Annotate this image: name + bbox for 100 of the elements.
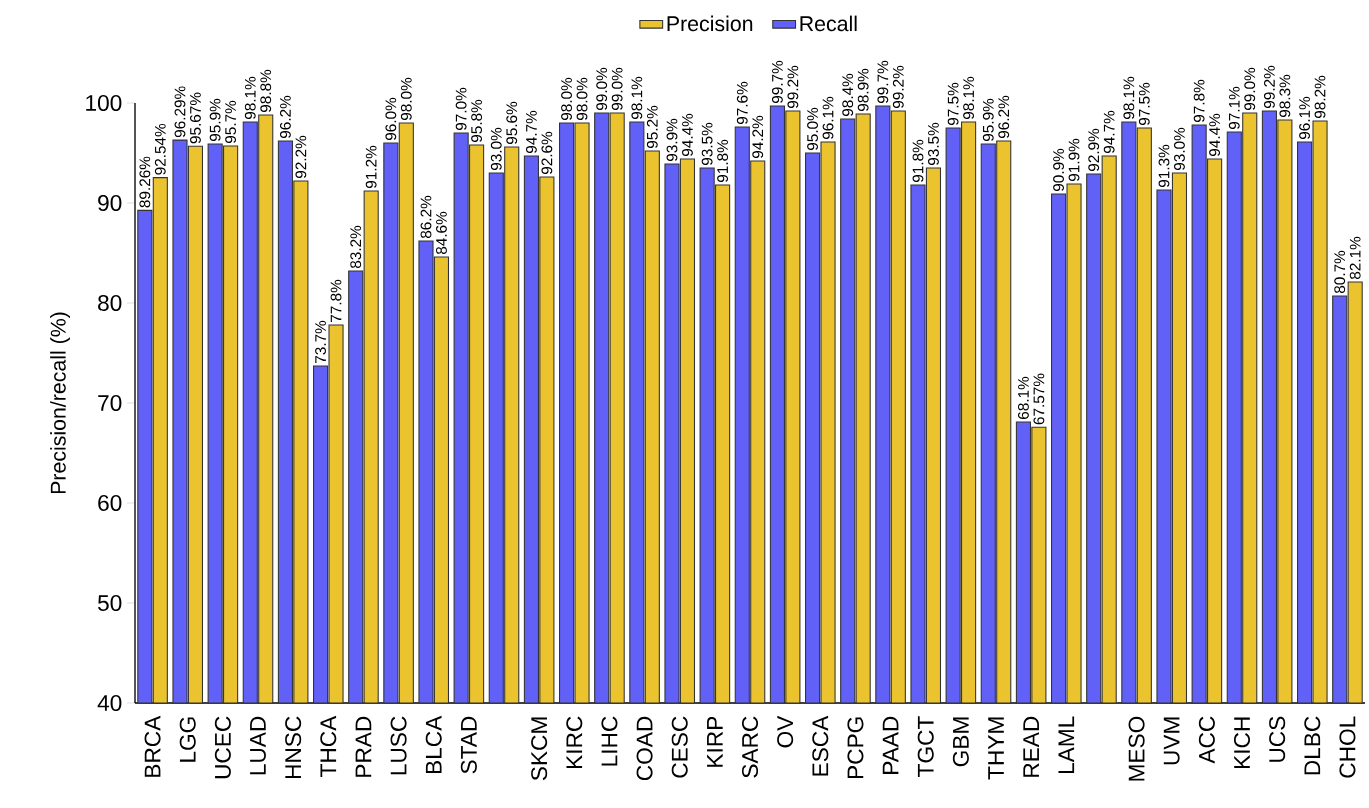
x-tick-label: LIHC xyxy=(601,716,618,766)
data-label: 84.6% xyxy=(436,211,447,255)
legend-label: Precision xyxy=(667,15,753,32)
data-label: 91.3% xyxy=(1158,144,1170,188)
x-tick-label: GBM xyxy=(952,717,969,767)
x-tick-label: KIRP xyxy=(707,716,723,767)
x-tick-label: ACC xyxy=(1198,716,1215,764)
data-label: 99.7% xyxy=(877,60,889,104)
x-tick-label: LAML xyxy=(1058,716,1075,774)
data-label: 98.8% xyxy=(260,69,272,113)
data-label: 94.2% xyxy=(752,115,764,159)
x-tick-label: SARC xyxy=(741,716,759,778)
x-tick-label: DLBC xyxy=(1304,716,1321,775)
y-tick-label: 60 xyxy=(98,494,122,512)
data-label: 91.2% xyxy=(365,145,377,189)
data-label: 99.2% xyxy=(787,65,799,109)
data-label: 99.7% xyxy=(771,60,783,104)
y-tick-label: 50 xyxy=(97,594,122,612)
data-label: 97.5% xyxy=(1138,82,1150,126)
x-tick-label: STAD xyxy=(460,716,477,774)
x-tick-label: LGG xyxy=(179,717,196,762)
data-label: 77.8% xyxy=(330,279,342,322)
data-label: 93.5% xyxy=(701,122,713,166)
x-tick-label: OV xyxy=(777,715,794,748)
data-label: 98.9% xyxy=(857,68,869,112)
data-label: 98.2% xyxy=(1314,75,1326,119)
data-label: 95.8% xyxy=(471,99,483,143)
data-label: 97.6% xyxy=(736,81,748,125)
data-label: 82.1% xyxy=(1349,236,1361,280)
data-label: 97.0% xyxy=(455,87,467,131)
x-tick-label: LUAD xyxy=(250,716,266,775)
data-label: 96.1% xyxy=(822,96,834,140)
data-label: 95.9% xyxy=(209,98,221,142)
data-label: 68.1% xyxy=(1018,376,1029,419)
x-tick-label: SKCM xyxy=(531,717,548,781)
x-tick-label: THCA xyxy=(320,715,337,777)
data-label: 94.4% xyxy=(1209,113,1221,157)
data-label: 91.9% xyxy=(1068,138,1080,182)
y-tick-label: 40 xyxy=(97,694,122,712)
data-label: 96.0% xyxy=(385,97,397,141)
x-tick-label: COAD xyxy=(636,716,653,781)
x-tick-label: PRAD xyxy=(355,716,372,777)
data-label: 91.8% xyxy=(912,139,924,183)
x-tick-label: KICH xyxy=(1233,717,1251,768)
data-label: 92.2% xyxy=(295,135,307,179)
data-label: 99.0% xyxy=(596,67,608,111)
data-label: 80.7% xyxy=(1334,250,1346,294)
data-label: 93.5% xyxy=(928,122,939,166)
data-label: 97.5% xyxy=(947,82,959,126)
data-label: 95.67% xyxy=(190,92,201,144)
data-label: 98.3% xyxy=(1279,74,1291,118)
x-tick-label: CHOL xyxy=(1339,716,1356,778)
x-tick-label: KIRC xyxy=(566,716,583,768)
x-tick-label: MESO xyxy=(1128,716,1145,781)
x-tick-label: HNSC xyxy=(285,716,302,779)
data-label: 93.9% xyxy=(666,118,678,162)
data-label: 67.57% xyxy=(1033,373,1045,425)
data-label: 99.0% xyxy=(611,67,623,111)
x-tick-label: READ xyxy=(1023,716,1039,777)
data-label: 73.7% xyxy=(315,320,326,363)
data-label: 95.0% xyxy=(807,107,818,151)
x-tick-label: PCPG xyxy=(847,717,864,779)
y-tick-label: 100 xyxy=(86,94,122,112)
data-label: 98.1% xyxy=(1123,76,1135,120)
data-label: 98.1% xyxy=(631,76,643,120)
data-label: 95.6% xyxy=(506,101,518,145)
x-tick-label: UVM xyxy=(1163,717,1180,765)
x-tick-label: UCEC xyxy=(214,716,231,779)
data-label: 90.9% xyxy=(1053,148,1064,192)
data-label: 95.2% xyxy=(646,105,658,149)
data-label: 94.7% xyxy=(525,110,537,154)
data-label: 98.0% xyxy=(400,77,412,121)
x-tick-label: CESC xyxy=(671,716,688,778)
data-label: 96.1% xyxy=(1299,96,1310,140)
data-label: 97.8% xyxy=(1193,79,1205,123)
data-label: 92.6% xyxy=(541,131,553,175)
x-tick-label: TGCT xyxy=(917,716,934,777)
data-label: 91.8% xyxy=(717,139,729,183)
legend-label: Recall xyxy=(800,15,857,32)
data-label: 96.29% xyxy=(174,86,186,138)
data-label: 96.2% xyxy=(998,95,1010,139)
data-label: 98.0% xyxy=(561,77,572,121)
data-label: 97.1% xyxy=(1228,86,1240,130)
data-label: 94.4% xyxy=(682,113,693,157)
y-tick-label: 80 xyxy=(98,294,122,312)
data-label: 95.7% xyxy=(225,100,237,144)
data-label: 99.0% xyxy=(1244,67,1256,111)
data-label: 98.1% xyxy=(244,76,256,120)
x-tick-label: ESCA xyxy=(812,715,829,776)
x-tick-label: UCS xyxy=(1269,716,1286,762)
data-label: 96.2% xyxy=(279,95,291,139)
data-label: 86.2% xyxy=(420,195,432,239)
data-label: 99.2% xyxy=(1264,65,1275,109)
data-label: 93.0% xyxy=(490,127,502,171)
data-label: 98.0% xyxy=(576,77,588,121)
data-label: 93.0% xyxy=(1174,127,1185,171)
x-tick-label: PAAD xyxy=(882,716,899,774)
x-tick-label: THYM xyxy=(988,717,1004,780)
x-tick-label: BLCA xyxy=(425,715,442,774)
data-label: 99.2% xyxy=(892,65,904,109)
